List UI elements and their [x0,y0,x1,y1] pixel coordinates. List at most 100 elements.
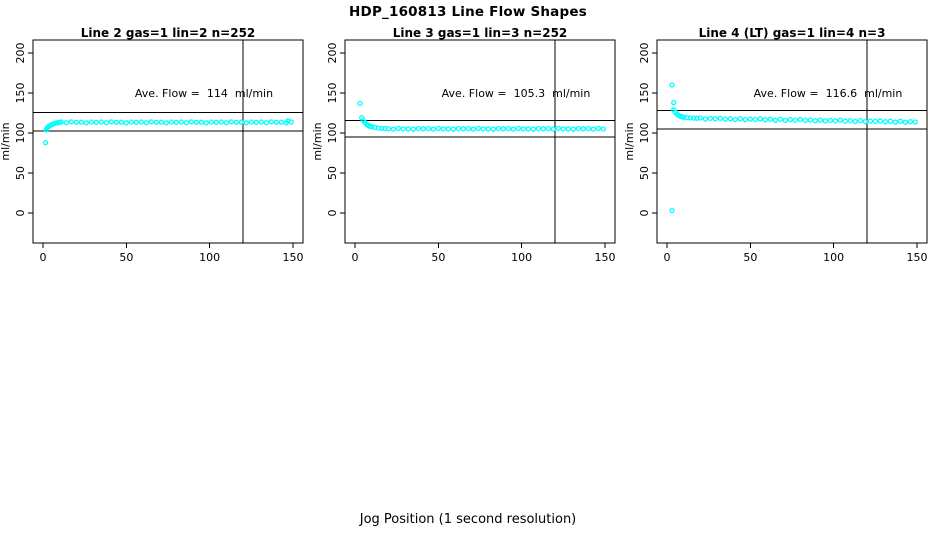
data-point [525,126,531,132]
data-point [435,125,441,132]
data-point [88,119,94,125]
data-point [722,116,728,122]
data-point [570,126,576,132]
x-tick-label: 0 [664,251,671,264]
data-point [213,119,219,126]
data-point [128,119,134,125]
data-point [907,118,913,125]
data-point [872,118,878,125]
data-point [430,126,436,132]
data-point [425,125,431,132]
x-tick-label: 150 [283,251,304,264]
data-point [103,119,109,126]
data-point [505,125,511,132]
y-tick-label: 50 [326,166,339,180]
data-point [812,118,818,124]
data-point [198,119,204,125]
data-points [669,82,918,214]
figure-title: HDP_160813 Line Flow Shapes [349,4,587,20]
y-tick-label: 200 [326,43,339,64]
data-point [395,125,401,132]
data-point [233,119,239,126]
panel-title: Line 3 gas=1 lin=3 n=252 [393,26,568,40]
data-point [717,115,723,121]
x-tick-label: 100 [823,251,844,264]
data-point [480,126,486,132]
y-tick-label: 100 [326,123,339,144]
plot-box [344,39,616,244]
data-point [243,120,249,126]
data-point [560,126,566,132]
x-tick-label: 150 [907,251,928,264]
avg-flow-annotation: Ave. Flow = 116.6 ml/min [754,87,903,100]
data-point [223,119,229,126]
avg-flow-annotation: Ave. Flow = 114 ml/min [135,87,273,100]
data-point [173,119,179,126]
y-tick-label: 150 [326,83,339,104]
y-tick-label: 50 [14,166,27,180]
data-point [98,119,104,125]
data-point [727,116,733,122]
avg-flow-annotation: Ave. Flow = 105.3 ml/min [442,87,591,100]
data-point [78,119,84,125]
x-axis-label: Jog Position (1 second resolution) [359,512,577,527]
data-point [590,126,596,132]
data-point [455,125,461,132]
data-point [143,119,149,126]
data-point [385,125,391,132]
data-point [158,119,164,125]
data-points [42,118,294,146]
data-point [379,125,385,132]
data-point [208,119,214,125]
y-tick-label: 200 [14,43,27,64]
y-tick-label: 100 [14,123,27,144]
data-point [802,117,808,124]
data-point [912,119,918,125]
data-point [822,118,828,124]
data-point [357,100,363,107]
y-tick-label: 150 [14,83,27,104]
data-point [470,126,476,132]
data-point [817,117,823,123]
data-point [847,117,853,124]
data-point [188,119,194,125]
x-tick-label: 50 [119,251,133,264]
data-point [490,126,496,132]
data-point [153,119,159,126]
y-tick-label: 0 [638,210,651,217]
data-point [445,126,451,132]
data-point [897,118,903,124]
data-point [752,116,758,123]
y-tick-label: 200 [638,43,651,64]
data-point [183,119,189,126]
data-point [681,114,687,120]
data-points [357,100,606,132]
data-point [782,117,788,123]
data-point [867,118,873,124]
data-point [772,117,778,123]
data-point [288,119,294,125]
data-point [762,117,768,123]
data-point [113,119,119,126]
data-point [702,116,708,122]
data-point [747,116,753,122]
data-point [500,126,506,132]
data-point [163,120,169,126]
data-point [248,119,254,125]
plot-box [32,39,304,244]
data-point [852,118,858,125]
y-axis-title: ml/min [0,122,12,160]
data-point [767,116,773,122]
data-point [732,116,738,123]
data-point [669,82,675,88]
data-point [263,119,269,126]
data-point [118,119,124,125]
data-point [258,119,264,125]
data-point [450,126,456,132]
data-point [757,116,763,122]
data-point [42,139,49,146]
plot-box [656,39,928,244]
data-point [68,119,74,125]
panels-row: Line 2 gas=1 lin=2 n=252 0 50 100 150 200 0 50 1… [0,26,928,264]
